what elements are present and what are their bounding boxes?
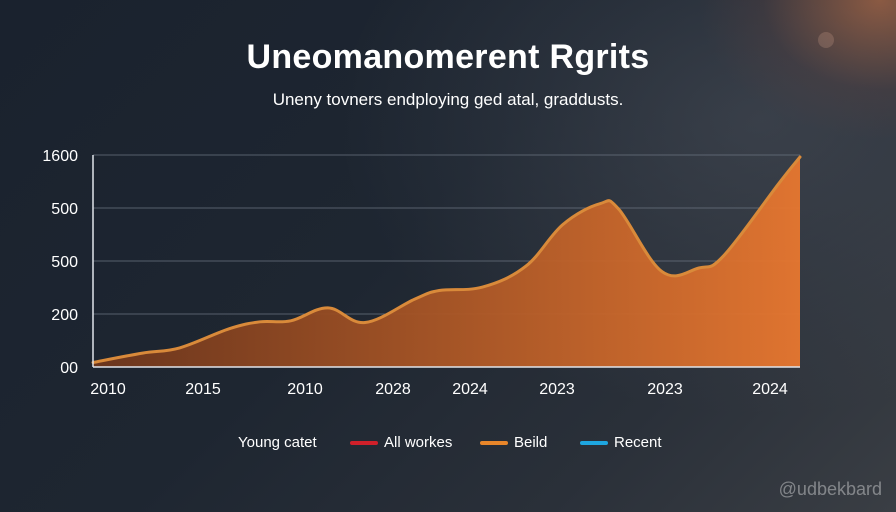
legend-item: Young catet [238,434,317,451]
legend-item: Recent [580,434,662,451]
legend-label: All workes [384,434,453,451]
legend-swatch [350,440,378,445]
y-tick-label: 500 [51,201,78,218]
legend-item: All workes [350,434,452,451]
y-tick-label: 00 [60,360,78,377]
legend-swatch [480,440,508,445]
x-tick-label: 2024 [752,381,788,398]
x-tick-label: 2028 [375,381,411,398]
series-line [91,155,802,364]
legend-item: Beild [480,434,547,451]
x-tick-label: 2023 [539,381,575,398]
x-tick-label: 2024 [452,381,488,398]
background-glow [818,32,834,48]
axes [92,155,800,368]
legend-swatch [580,440,608,445]
chart-subtitle: Uneny tovners endploying ged atal, gradd… [272,90,624,109]
area-fill [93,157,800,367]
x-tick-label: 2010 [287,381,323,398]
legend-label: Beild [514,434,548,451]
y-tick-label: 200 [51,307,78,324]
y-tick-label: 1600 [42,148,78,165]
chart-title: Uneomanomerent Rgrits [246,38,650,76]
y-tick-labels: 00 200 500 500 1600 [42,148,78,377]
chart-legend: Young catet All workes Beild Recent [0,434,896,454]
x-tick-label: 2010 [90,381,126,398]
x-tick-labels: 2010 2015 2010 2028 2024 2023 2023 2024 [90,381,788,398]
watermark: @udbekbard [778,479,882,499]
legend-label: Recent [614,434,662,451]
x-tick-label: 2023 [647,381,683,398]
y-tick-label: 500 [51,254,78,271]
x-tick-label: 2015 [185,381,221,398]
legend-label: Young catet [238,434,317,451]
